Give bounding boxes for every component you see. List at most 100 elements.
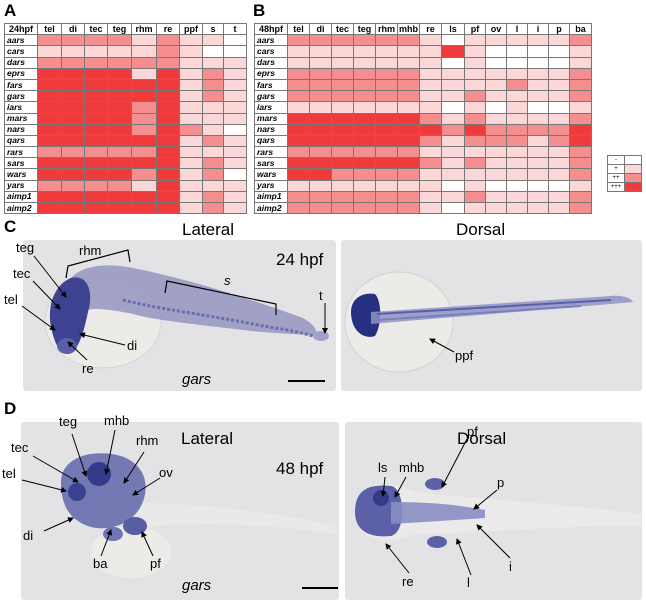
expression-cell — [107, 78, 132, 92]
expression-cell — [61, 123, 85, 136]
expression-cell — [441, 67, 465, 80]
expression-table-48hpf: 48hpf tel di tec teg rhm mhb re ls pf ov l i p ba aars… — [254, 22, 592, 215]
expression-cell — [548, 45, 570, 58]
expression-cell — [569, 101, 592, 114]
expression-cell — [131, 168, 157, 181]
expression-cell — [37, 190, 62, 204]
region-header-cell: l — [506, 22, 528, 36]
expression-cell — [397, 146, 420, 159]
lateral-embryo-photo-48hpf — [21, 422, 339, 600]
expression-cell — [441, 112, 465, 125]
expression-cell — [287, 101, 310, 114]
expression-cell — [131, 90, 157, 103]
gene-row: fars — [254, 78, 592, 92]
stage-label-48hpf: 48 hpf — [276, 459, 324, 478]
expression-cell — [353, 34, 376, 47]
expression-cell — [548, 78, 570, 92]
expression-cell — [156, 34, 180, 47]
expression-cell — [419, 34, 442, 47]
expression-cell — [569, 56, 592, 69]
expression-cell — [569, 34, 592, 47]
expression-cell — [131, 201, 157, 215]
expression-cell — [506, 67, 528, 80]
gene-name-cell: sars — [254, 157, 288, 170]
expression-cell — [287, 201, 310, 215]
expression-cell — [84, 157, 108, 170]
expression-cell — [527, 146, 549, 159]
expression-cell — [353, 123, 376, 136]
expression-cell — [287, 123, 310, 136]
expression-cell — [353, 168, 376, 181]
panel-letter-c: C — [4, 217, 17, 236]
expression-cell — [202, 179, 224, 192]
expression-cell — [527, 179, 549, 192]
expression-cell — [202, 112, 224, 125]
expression-cell — [131, 34, 157, 47]
expression-cell — [485, 67, 507, 80]
gene-name-cell: eprs — [4, 67, 38, 80]
expression-cell — [375, 45, 398, 58]
expression-cell — [37, 123, 62, 136]
expression-cell — [309, 190, 332, 204]
expression-cell — [107, 168, 132, 181]
gene-name-cell: qars — [4, 134, 38, 148]
expression-cell — [464, 45, 486, 58]
expression-cell — [309, 157, 332, 170]
expression-cell — [548, 67, 570, 80]
expression-cell — [569, 67, 592, 80]
expression-cell — [179, 101, 203, 114]
expression-cell — [131, 157, 157, 170]
expression-cell — [61, 190, 85, 204]
expression-cell — [331, 56, 354, 69]
label-mhb-48hpf: mhb — [104, 413, 130, 428]
expression-cell — [375, 190, 398, 204]
label-i-48hpf: i — [509, 559, 512, 574]
gene-row: aimp1 — [4, 190, 247, 204]
expression-cell — [202, 56, 224, 69]
region-header-cell: ls — [441, 22, 465, 36]
expression-cell — [375, 67, 398, 80]
gene-row: wars — [4, 168, 247, 181]
expression-cell — [375, 201, 398, 215]
expression-cell — [527, 56, 549, 69]
region-header-cell: i — [527, 22, 549, 36]
expression-cell — [107, 34, 132, 47]
expression-cell — [84, 168, 108, 181]
expression-cell — [485, 78, 507, 92]
gene-name-cell: aimp1 — [254, 190, 288, 204]
expression-cell — [527, 67, 549, 80]
expression-cell — [37, 90, 62, 103]
expression-cell — [131, 78, 157, 92]
expression-cell — [353, 179, 376, 192]
expression-cell — [61, 112, 85, 125]
expression-cell — [527, 168, 549, 181]
expression-cell — [309, 134, 332, 148]
expression-cell — [331, 34, 354, 47]
expression-cell — [331, 190, 354, 204]
expression-cell — [464, 134, 486, 148]
region-header-cell: p — [548, 22, 570, 36]
expression-cell — [179, 112, 203, 125]
expression-cell — [569, 90, 592, 103]
label-t-24hpf: t — [319, 288, 323, 303]
gene-name-cell: aimp2 — [254, 201, 288, 215]
expression-cell — [548, 101, 570, 114]
expression-cell — [84, 146, 108, 159]
expression-cell — [287, 67, 310, 80]
expression-cell — [309, 90, 332, 103]
expression-cell — [156, 90, 180, 103]
expression-cell — [179, 45, 203, 58]
gene-label-48hpf: gars — [182, 577, 212, 594]
expression-cell — [569, 146, 592, 159]
gene-name-cell: yars — [254, 179, 288, 192]
expression-cell — [37, 67, 62, 80]
expression-cell — [223, 179, 247, 192]
gene-name-cell: cars — [4, 45, 38, 58]
label-re-dorsal-48hpf: re — [402, 574, 414, 589]
expression-cell — [309, 78, 332, 92]
expression-cell — [107, 101, 132, 114]
expression-cell — [131, 56, 157, 69]
label-p-48hpf: p — [497, 475, 505, 490]
gene-row: nars — [254, 123, 592, 136]
gene-row: qars — [254, 134, 592, 148]
